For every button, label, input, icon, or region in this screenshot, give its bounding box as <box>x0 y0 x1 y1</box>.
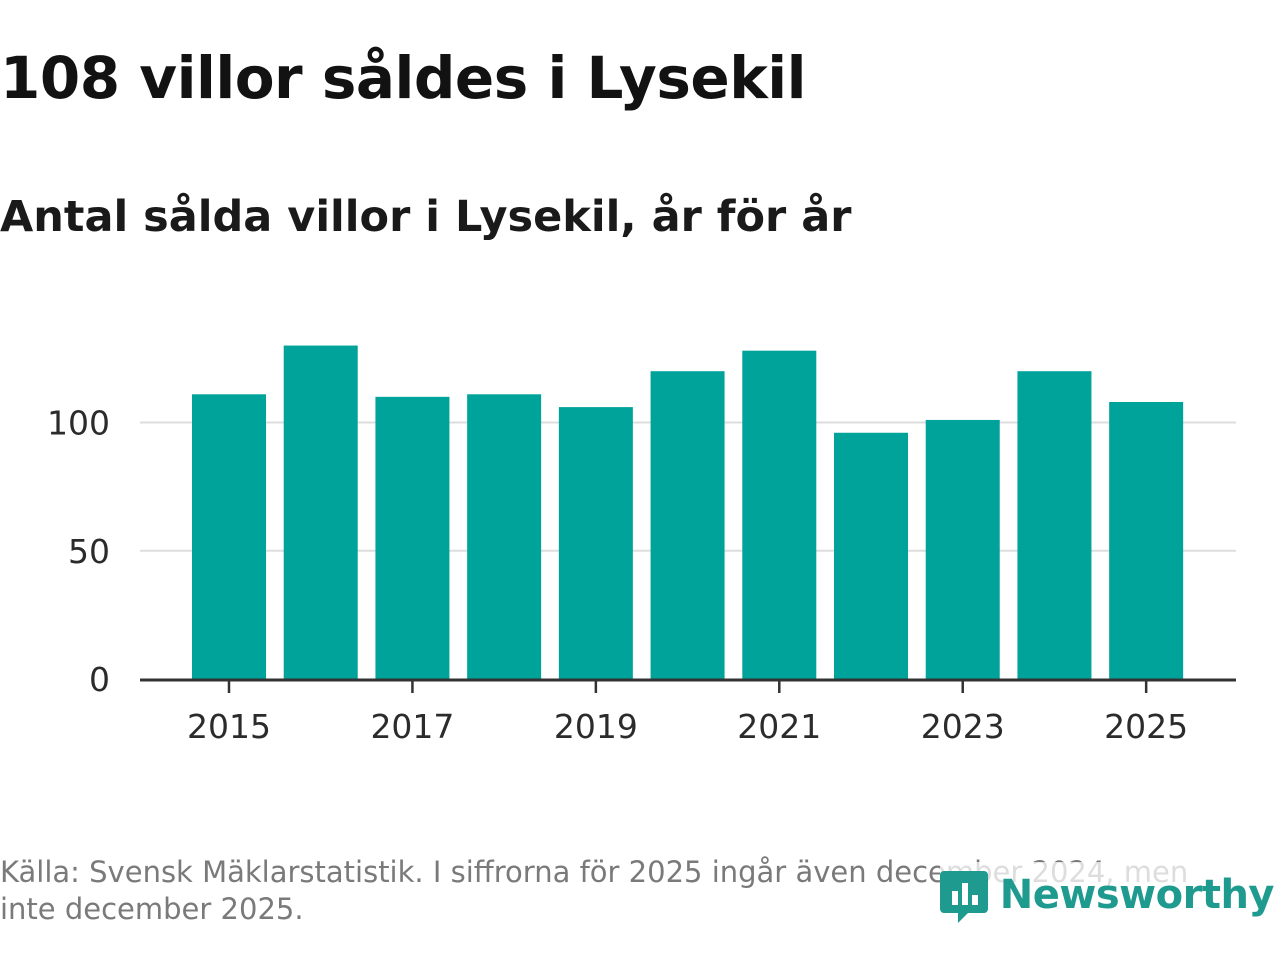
x-tick-label: 2017 <box>370 707 454 746</box>
x-tick-label: 2023 <box>921 707 1005 746</box>
bar-2016 <box>283 345 358 679</box>
bar-chart: 2015 2017 2019 2021 2023 2025 0 50 100 <box>47 345 1236 746</box>
chart-title: 108 villor såldes i Lysekil <box>0 44 807 112</box>
bars <box>192 345 1184 679</box>
bar-2020 <box>650 371 725 679</box>
bar-2017 <box>375 396 450 679</box>
x-tick-label: 2019 <box>554 707 638 746</box>
bar-2022 <box>834 432 909 679</box>
bar-2025 <box>1109 401 1184 679</box>
newsworthy-logo-icon <box>939 871 988 923</box>
y-tick-label: 50 <box>68 532 110 571</box>
bar-2019 <box>558 407 633 679</box>
bar-2015 <box>192 394 266 679</box>
y-tick-label: 0 <box>89 660 110 699</box>
y-tick-label: 100 <box>47 404 110 443</box>
chart-subtitle: Antal sålda villor i Lysekil, år för år <box>0 192 852 242</box>
x-tick-label: 2025 <box>1104 707 1188 746</box>
logo-text: Newsworthy <box>999 872 1275 918</box>
bar-2024 <box>1017 371 1092 679</box>
x-axis-ticks: 2015 2017 2019 2021 2023 2025 <box>187 681 1188 746</box>
bar-2018 <box>467 394 542 679</box>
x-tick-label: 2021 <box>737 707 821 746</box>
y-axis-ticks: 0 50 100 <box>47 404 110 700</box>
newsworthy-logo: Newsworthy <box>939 862 1275 928</box>
x-tick-label: 2015 <box>187 707 271 746</box>
bar-2023 <box>925 419 1000 679</box>
bar-2021 <box>742 350 817 679</box>
